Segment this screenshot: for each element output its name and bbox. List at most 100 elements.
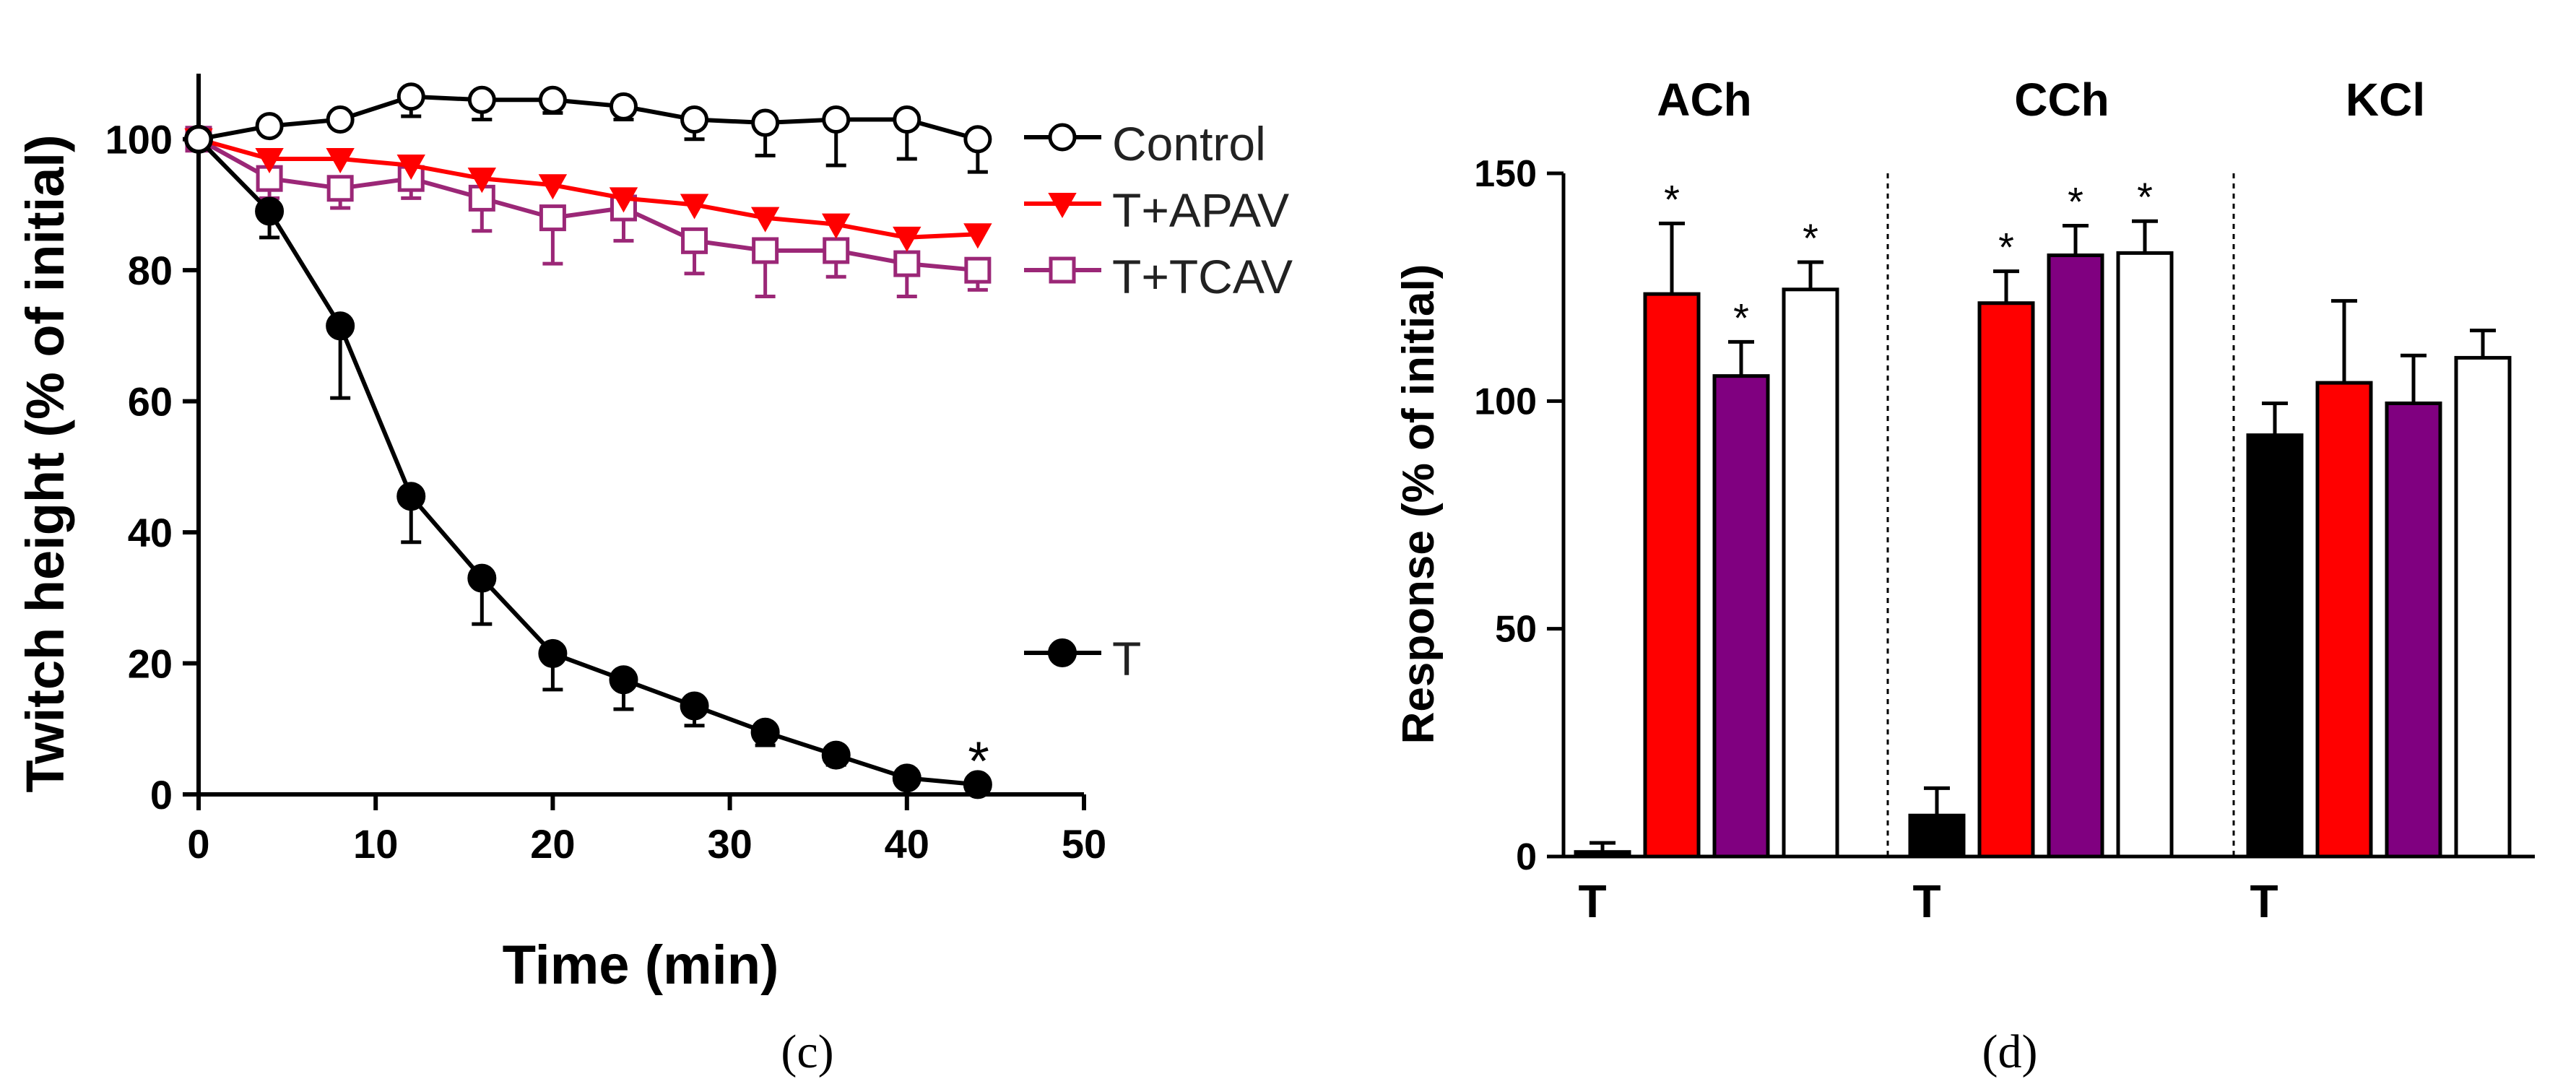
line-chart-ylabel: Twitch height (% of initial) (15, 134, 75, 792)
data-point-t-tcav (964, 256, 992, 284)
line-chart-x-tick-label: 0 (187, 821, 209, 867)
line-chart-y-tick-label: 40 (128, 510, 173, 555)
data-point-t (538, 638, 568, 668)
bar-significance-star-cch-2: * (2068, 179, 2083, 225)
data-point-t-apav (963, 223, 992, 249)
group-title-kcl: KCl (2346, 74, 2425, 126)
data-point-t-apav (467, 168, 497, 194)
data-point-t-apav (680, 194, 709, 220)
line-chart-y-tick-label: 80 (128, 248, 173, 293)
legend-marker-control (1048, 123, 1077, 152)
data-point-t-tcav (539, 204, 566, 232)
group-t-label-cch: T (1912, 875, 1940, 927)
line-chart-x-tick-label: 40 (885, 821, 929, 867)
data-point-t-tcav (681, 227, 708, 254)
data-point-control (255, 112, 284, 141)
legend-marker-t-apav (1048, 193, 1077, 219)
data-point-t-apav (822, 213, 851, 239)
bar-cch-3 (2116, 251, 2174, 859)
data-point-control (538, 85, 567, 114)
bar-ach-0 (1574, 850, 1631, 859)
legend-label-t-tcav: T+TCAV (1112, 250, 1293, 303)
series-line-t (196, 137, 979, 787)
data-point-t-apav (396, 155, 425, 181)
group-title-ach: ACh (1657, 74, 1752, 126)
series-t-apav (184, 128, 992, 252)
line-chart-y-tick-label: 100 (105, 117, 173, 162)
series-t (184, 124, 992, 799)
data-point-t (821, 740, 851, 770)
bar-ach-1 (1643, 292, 1701, 859)
line-chart-significance-star: * (968, 731, 989, 792)
line-chart-x-tick-label: 30 (707, 821, 752, 867)
bar-significance-star-cch-3: * (2137, 174, 2153, 220)
bar-significance-star-cch-1: * (1998, 225, 2014, 270)
series-line-control (198, 94, 979, 142)
group-t-label-kcl: T (2250, 875, 2278, 927)
legend-marker-t-tcav (1049, 256, 1076, 284)
data-point-t (963, 770, 992, 799)
data-point-control (963, 125, 992, 154)
data-point-t-tcav (823, 237, 850, 264)
data-point-t (326, 311, 355, 341)
line-chart-x-tick-label: 20 (530, 821, 575, 867)
data-point-control (326, 105, 355, 134)
data-point-control (396, 82, 425, 111)
line-chart-y-tick-label: 60 (128, 379, 173, 425)
line-chart-x-tick-label: 10 (353, 821, 398, 867)
bar-kcl-0 (2246, 433, 2304, 859)
line-chart-legend: Control T+APAV T+TCAV T (1024, 117, 1293, 685)
group-title-cch: CCh (2014, 74, 2109, 126)
legend-marker-t (1048, 638, 1077, 667)
legend-label-t-apav: T+APAV (1112, 183, 1289, 237)
bar-chart-y-tick-label: 50 (1495, 609, 1537, 651)
bar-significance-star-ach-3: * (1803, 215, 1818, 261)
data-point-t-tcav (893, 250, 921, 277)
bar-ach-3 (1782, 287, 1839, 859)
bar-chart-y-tick-label: 100 (1474, 381, 1537, 422)
legend-label-control: Control (1112, 117, 1266, 170)
line-chart-y-tick-label: 20 (128, 641, 173, 687)
group-t-label-ach: T (1578, 875, 1606, 927)
bar-significance-star-ach-2: * (1733, 295, 1749, 340)
bar-chart-y-tick-label: 150 (1474, 153, 1537, 195)
data-point-t (467, 563, 497, 593)
series-line-t-apav (198, 136, 979, 240)
data-point-t (609, 665, 638, 695)
data-point-t-apav (609, 187, 638, 213)
bar-ach-2 (1712, 374, 1770, 859)
line-chart-x-tick-label: 50 (1062, 821, 1106, 867)
data-point-t (892, 763, 921, 793)
line-chart-xlabel: Time (min) (503, 935, 779, 996)
data-point-t (680, 691, 709, 721)
line-chart-panel: Twitch height (% of initial) Time (min) … (15, 74, 1293, 1078)
bar-kcl-2 (2385, 401, 2442, 859)
panel-label-c: (c) (781, 1026, 833, 1078)
legend-label-t: T (1112, 632, 1141, 685)
data-point-t (750, 717, 780, 747)
data-point-t-tcav (752, 237, 779, 264)
bar-kcl-3 (2454, 355, 2512, 859)
data-point-t-apav (538, 174, 568, 200)
data-point-control (680, 105, 709, 134)
bar-chart-y-tick-label: 0 (1516, 836, 1537, 878)
data-point-t (396, 482, 426, 511)
data-point-control (822, 105, 851, 134)
data-point-t-apav (326, 147, 355, 173)
data-point-t-apav (893, 226, 921, 252)
bar-significance-star-ach-1: * (1664, 176, 1680, 222)
series-control (184, 82, 992, 174)
data-point-t-apav (750, 207, 780, 233)
bar-chart-panel: Response (% of initial) (d) ACh CCh KCl … (1394, 74, 2535, 1078)
bar-cch-1 (1977, 301, 2035, 859)
line-chart-y-tick-label: 0 (150, 772, 173, 818)
bar-kcl-1 (2315, 381, 2373, 859)
data-point-t-apav (255, 147, 284, 173)
data-point-control (184, 125, 213, 154)
bar-cch-0 (1908, 813, 1966, 859)
data-point-control (467, 85, 496, 114)
data-point-t-tcav (326, 175, 354, 202)
data-point-t (255, 196, 285, 226)
bar-cch-2 (2047, 253, 2104, 859)
